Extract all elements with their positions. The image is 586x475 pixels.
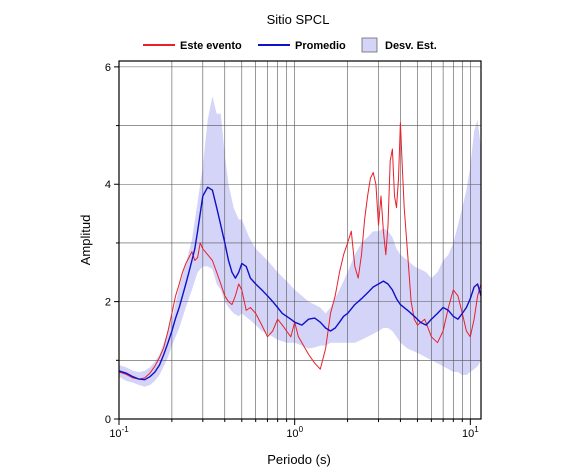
x-tick-label: 101 — [462, 425, 479, 440]
chart-title: Sitio SPCL — [267, 12, 330, 27]
series-line-promedio — [118, 186, 482, 381]
y-tick-label: 0 — [105, 414, 111, 426]
y-tick-label: 6 — [105, 62, 111, 74]
std-dev-band-layer — [119, 96, 481, 387]
series-layer — [118, 122, 482, 381]
y-axis-title: Amplitud — [78, 215, 93, 266]
x-axis-title: Periodo (s) — [267, 452, 331, 467]
plot-frame — [118, 60, 482, 420]
grid — [118, 61, 481, 419]
legend-swatch-band — [361, 37, 378, 53]
legend-label: Este evento — [180, 40, 242, 52]
std-dev-band — [119, 96, 481, 387]
legend-label: Desv. Est. — [385, 40, 437, 52]
y-tick-label: 2 — [105, 297, 111, 309]
x-tick-label: 100 — [286, 425, 303, 440]
legend-label: Promedio — [295, 40, 346, 52]
legend: Este evento Promedio Desv. Est. — [143, 37, 437, 53]
x-tick-label: 10-1 — [109, 425, 129, 440]
axis-ticks: 0 2 4 6 10-1 100 101 — [105, 62, 479, 440]
y-tick-label: 4 — [105, 179, 111, 191]
series-line-este-evento — [118, 122, 482, 380]
